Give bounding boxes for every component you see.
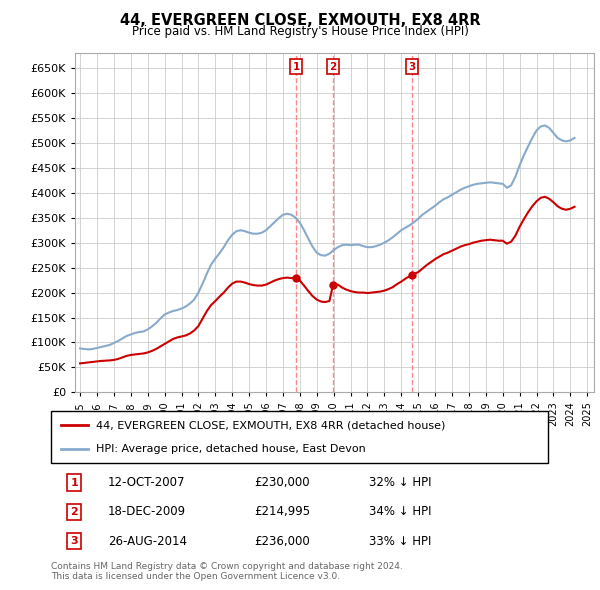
Text: £236,000: £236,000 [254, 535, 310, 548]
Text: HPI: Average price, detached house, East Devon: HPI: Average price, detached house, East… [96, 444, 365, 454]
Text: 18-DEC-2009: 18-DEC-2009 [108, 505, 186, 519]
Text: 12-OCT-2007: 12-OCT-2007 [108, 476, 185, 489]
Text: 44, EVERGREEN CLOSE, EXMOUTH, EX8 4RR: 44, EVERGREEN CLOSE, EXMOUTH, EX8 4RR [119, 13, 481, 28]
Text: £214,995: £214,995 [254, 505, 311, 519]
Text: 1: 1 [292, 62, 300, 71]
Text: 33% ↓ HPI: 33% ↓ HPI [369, 535, 431, 548]
Text: 2: 2 [70, 507, 78, 517]
Text: Contains HM Land Registry data © Crown copyright and database right 2024.: Contains HM Land Registry data © Crown c… [51, 562, 403, 571]
Text: 3: 3 [71, 536, 78, 546]
Text: 34% ↓ HPI: 34% ↓ HPI [369, 505, 431, 519]
Text: £230,000: £230,000 [254, 476, 310, 489]
Text: 44, EVERGREEN CLOSE, EXMOUTH, EX8 4RR (detached house): 44, EVERGREEN CLOSE, EXMOUTH, EX8 4RR (d… [96, 420, 445, 430]
Text: This data is licensed under the Open Government Licence v3.0.: This data is licensed under the Open Gov… [51, 572, 340, 581]
FancyBboxPatch shape [51, 411, 548, 463]
Text: 3: 3 [409, 62, 416, 71]
Text: Price paid vs. HM Land Registry's House Price Index (HPI): Price paid vs. HM Land Registry's House … [131, 25, 469, 38]
Text: 2: 2 [329, 62, 337, 71]
Text: 1: 1 [70, 477, 78, 487]
Text: 26-AUG-2014: 26-AUG-2014 [108, 535, 187, 548]
Text: 32% ↓ HPI: 32% ↓ HPI [369, 476, 431, 489]
